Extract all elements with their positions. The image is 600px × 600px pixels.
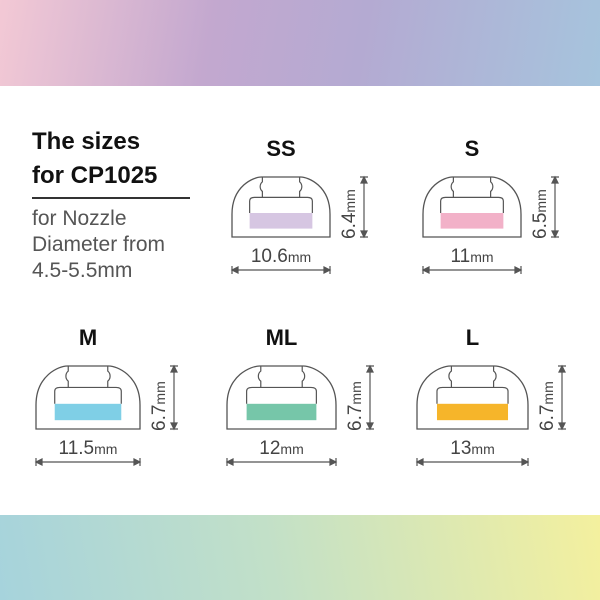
- width-value: 12: [259, 438, 281, 459]
- nozzle-outline: [259, 177, 303, 198]
- nozzle-outline: [65, 366, 111, 388]
- color-band: [436, 403, 509, 421]
- height-arrowheads: [360, 175, 368, 239]
- color-band: [440, 213, 504, 229]
- height-arrowheads: [170, 364, 178, 431]
- nozzle-outline: [257, 366, 306, 388]
- top-gradient-band: [0, 0, 600, 86]
- height-unit: mm: [540, 381, 556, 405]
- size-label: S: [464, 136, 480, 161]
- width-label: 13mm: [413, 438, 533, 460]
- width-arrowheads: [415, 458, 530, 466]
- width-value: 13: [450, 438, 472, 459]
- tip-outline: [226, 365, 337, 430]
- content-panel: [0, 86, 598, 515]
- color-band: [249, 213, 313, 229]
- width-unit: mm: [94, 441, 118, 457]
- height-arrowheads: [558, 364, 566, 431]
- width-label: 11mm: [412, 246, 532, 268]
- nozzle-outline: [450, 177, 494, 198]
- width-unit: mm: [287, 249, 312, 265]
- inner-bore: [440, 196, 504, 213]
- width-arrowheads: [34, 458, 142, 466]
- tip-outline: [35, 365, 141, 430]
- bottom-gradient-band: [0, 515, 600, 600]
- height-label: 6.7mm: [537, 381, 559, 431]
- width-label: 11.5mm: [28, 438, 148, 460]
- tip-outline: [416, 365, 529, 430]
- color-band: [246, 403, 317, 421]
- inner-bore: [246, 386, 317, 404]
- width-arrowheads: [225, 458, 338, 466]
- width-unit: mm: [471, 441, 495, 457]
- size-label: M: [78, 325, 98, 350]
- subtitle-line-1: for Nozzle: [32, 207, 127, 230]
- inner-bore: [249, 196, 313, 213]
- heading-line-1: The sizes: [32, 128, 141, 155]
- tip-outline: [422, 176, 522, 238]
- size-label: SS: [266, 136, 296, 161]
- size-label: ML: [265, 325, 298, 350]
- inner-bore: [436, 386, 509, 404]
- height-arrowheads: [366, 364, 374, 431]
- inner-bore: [54, 386, 122, 404]
- size-label: L: [465, 325, 480, 350]
- color-band: [54, 403, 122, 421]
- nozzle-outline: [448, 366, 497, 388]
- width-label: 12mm: [222, 438, 342, 460]
- width-arrowheads: [230, 266, 332, 274]
- divider: [32, 197, 190, 199]
- width-arrowheads: [421, 266, 523, 274]
- height-value: 6.7: [537, 404, 558, 431]
- width-value: 10.6: [250, 246, 288, 267]
- width-value: 11.5: [58, 438, 95, 459]
- heading-line-2: for CP1025: [32, 162, 158, 189]
- width-value: 11: [450, 246, 471, 267]
- width-unit: mm: [470, 249, 494, 265]
- tip-outline: [231, 176, 331, 238]
- subtitle-line-2: Diameter from: [32, 233, 166, 256]
- height-arrowheads: [551, 175, 559, 239]
- subtitle-line-3: 4.5-5.5mm: [32, 259, 133, 282]
- width-unit: mm: [280, 441, 304, 457]
- width-label: 10.6mm: [221, 246, 341, 268]
